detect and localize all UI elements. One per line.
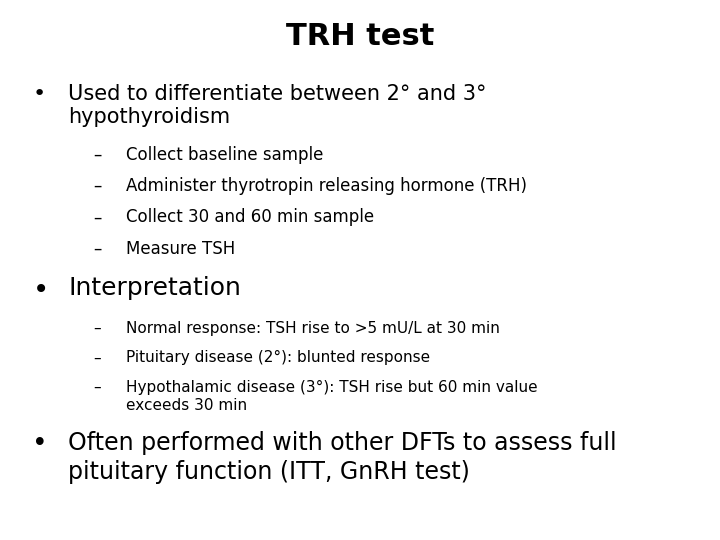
Text: Hypothalamic disease (3°): TSH rise but 60 min value
exceeds 30 min: Hypothalamic disease (3°): TSH rise but …	[126, 380, 538, 413]
Text: –: –	[94, 350, 102, 366]
Text: TRH test: TRH test	[286, 22, 434, 51]
Text: –: –	[94, 177, 102, 195]
Text: Collect baseline sample: Collect baseline sample	[126, 146, 323, 164]
Text: Normal response: TSH rise to >5 mU/L at 30 min: Normal response: TSH rise to >5 mU/L at …	[126, 321, 500, 336]
Text: Often performed with other DFTs to assess full
pituitary function (ITT, GnRH tes: Often performed with other DFTs to asses…	[68, 431, 617, 484]
Text: •: •	[32, 84, 45, 104]
Text: Interpretation: Interpretation	[68, 276, 241, 300]
Text: Pituitary disease (2°): blunted response: Pituitary disease (2°): blunted response	[126, 350, 430, 366]
Text: Measure TSH: Measure TSH	[126, 240, 235, 258]
Text: •: •	[32, 276, 49, 305]
Text: –: –	[94, 208, 102, 226]
Text: –: –	[94, 321, 102, 336]
Text: –: –	[94, 146, 102, 164]
Text: Administer thyrotropin releasing hormone (TRH): Administer thyrotropin releasing hormone…	[126, 177, 527, 195]
Text: Used to differentiate between 2° and 3°
hypothyroidism: Used to differentiate between 2° and 3° …	[68, 84, 487, 127]
Text: •: •	[32, 431, 48, 457]
Text: –: –	[94, 240, 102, 258]
Text: Collect 30 and 60 min sample: Collect 30 and 60 min sample	[126, 208, 374, 226]
Text: –: –	[94, 380, 102, 395]
